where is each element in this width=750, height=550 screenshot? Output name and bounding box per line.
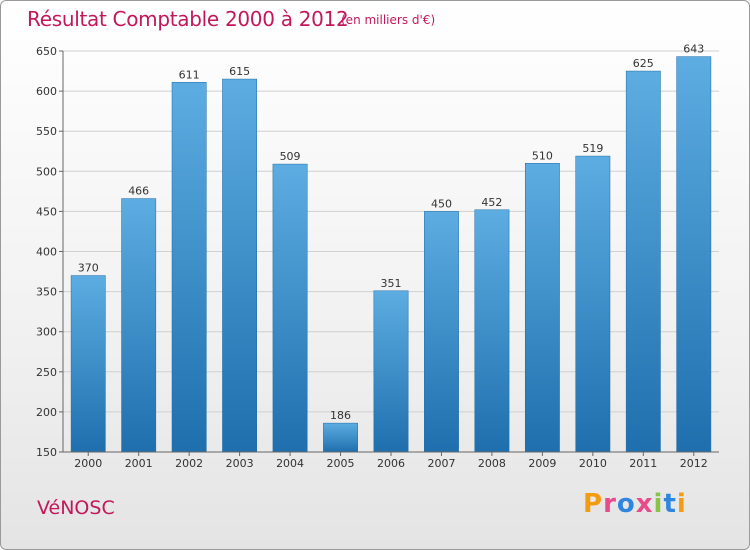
- bar-group: 615: [222, 65, 258, 453]
- x-tick-label: 2005: [327, 457, 355, 470]
- data-label: 611: [179, 68, 200, 81]
- bar-2012: [676, 56, 712, 453]
- data-label: 466: [128, 185, 149, 198]
- bar-group: 450: [424, 197, 459, 453]
- x-tick-label: 2009: [528, 457, 556, 470]
- logo-letter: x: [635, 489, 654, 519]
- bar-2005: [323, 422, 358, 453]
- y-tick-label: 250: [36, 366, 57, 379]
- data-label: 643: [683, 43, 704, 56]
- logo-letter: i: [676, 489, 687, 519]
- y-tick-label: 150: [36, 446, 57, 459]
- x-tick-label: 2012: [680, 457, 708, 470]
- data-label: 625: [633, 57, 654, 70]
- bar-group: 370: [70, 262, 106, 453]
- x-tick-label: 2007: [427, 457, 455, 470]
- x-tick-label: 2011: [629, 457, 657, 470]
- x-tick-label: 2000: [74, 457, 102, 470]
- bar-group: 510: [524, 149, 560, 453]
- bar-2009: [524, 163, 560, 453]
- logo-letter: o: [616, 489, 636, 519]
- bar-2006: [373, 290, 409, 453]
- bars: 370 466 611 615 509 186 351 450 452 510 519 625 643: [70, 43, 712, 453]
- bar-group: 509: [272, 150, 308, 453]
- y-tick-label: 300: [36, 326, 57, 339]
- data-label: 452: [481, 196, 502, 209]
- logo-letter: t: [663, 489, 677, 519]
- y-tick-label: 400: [36, 246, 57, 259]
- bar-2000: [70, 275, 106, 453]
- y-tick-label: 200: [36, 406, 57, 419]
- bar-group: 466: [121, 185, 157, 453]
- bar-2002: [171, 82, 207, 453]
- y-tick-label: 600: [36, 85, 57, 98]
- x-tick-label: 2008: [478, 457, 506, 470]
- data-label: 370: [78, 262, 99, 275]
- y-tick-label: 350: [36, 286, 57, 299]
- bar-2004: [272, 163, 308, 453]
- bar-group: 186: [323, 409, 358, 453]
- chart-subtitle: (en milliers d'€): [341, 13, 436, 27]
- data-label: 186: [330, 409, 351, 422]
- y-tick-label: 550: [36, 125, 57, 138]
- bar-group: 351: [373, 277, 409, 453]
- bar-2007: [424, 211, 459, 453]
- data-label: 510: [532, 149, 553, 162]
- x-tick-label: 2006: [377, 457, 405, 470]
- data-label: 351: [381, 277, 402, 290]
- bar-2001: [121, 198, 157, 453]
- x-tick-label: 2003: [226, 457, 254, 470]
- data-label: 509: [280, 150, 301, 163]
- x-tick-label: 2002: [175, 457, 203, 470]
- data-label: 519: [582, 142, 603, 155]
- y-tick-label: 650: [36, 45, 57, 58]
- data-label: 615: [229, 65, 250, 78]
- axes: 150 200 250 300 350 400 450 500 550 600 650 2000 200…: [36, 45, 719, 470]
- x-tick-label: 2004: [276, 457, 304, 470]
- logo-letter: i: [653, 489, 664, 519]
- data-label: 450: [431, 197, 452, 210]
- bar-group: 519: [575, 142, 611, 453]
- bar-group: 452: [474, 196, 510, 453]
- y-tick-label: 450: [36, 205, 57, 218]
- bar-2011: [625, 70, 661, 453]
- town-name: VéNOSC: [37, 497, 115, 519]
- y-tick-label: 500: [36, 165, 57, 178]
- bar-group: 643: [676, 43, 712, 453]
- logo-letter: r: [603, 489, 617, 519]
- bar-group: 625: [625, 57, 661, 453]
- chart-title: Résultat Comptable 2000 à 2012: [27, 7, 349, 31]
- bar-2008: [474, 209, 510, 453]
- bar-group: 611: [171, 68, 207, 453]
- bar-2003: [222, 78, 258, 453]
- bar-2010: [575, 155, 611, 453]
- logo-letter: P: [583, 489, 604, 519]
- proxiti-logo[interactable]: Proxiti: [583, 489, 687, 519]
- x-tick-label: 2001: [125, 457, 153, 470]
- x-tick-label: 2010: [579, 457, 607, 470]
